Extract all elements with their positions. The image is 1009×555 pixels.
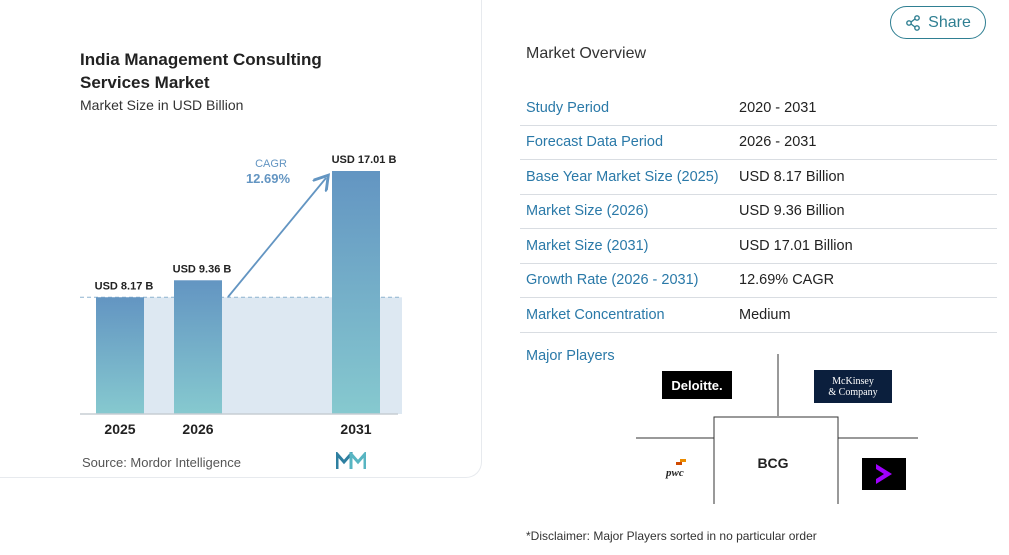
- bar-chart: USD 8.17 B 2025 USD 9.36 B 2026 USD 17.01 B 2…: [80, 154, 402, 437]
- svg-text:& Company: & Company: [828, 387, 877, 398]
- chart-title: India Management Consulting Services Mar…: [80, 48, 380, 94]
- share-icon: [906, 14, 921, 31]
- overview-row-label: Forecast Data Period: [526, 134, 664, 151]
- overview-row: Market Size (2026) USD 9.36 Billion: [520, 195, 997, 229]
- bar-2026: [174, 280, 222, 414]
- overview-row: Market Concentration Medium: [520, 298, 997, 333]
- svg-text:McKinsey: McKinsey: [832, 376, 874, 387]
- bar-2025: [96, 297, 144, 414]
- share-button[interactable]: Share: [890, 6, 986, 39]
- overview-row-value: 12.69% CAGR: [739, 272, 835, 289]
- overview-row-value: Medium: [739, 306, 791, 323]
- overview-row: Growth Rate (2026 - 2031) 12.69% CAGR: [520, 264, 997, 298]
- overview-row-label: Market Concentration: [526, 306, 665, 323]
- overview-row-value: USD 9.36 Billion: [739, 203, 845, 220]
- overview-row-value: 2026 - 2031: [739, 134, 817, 151]
- chart-title-line-2: Services Market: [80, 73, 210, 92]
- deloitte-logo: Deloitte.: [662, 371, 732, 399]
- x-tick-2026: 2026: [182, 421, 213, 437]
- x-tick-2031: 2031: [340, 421, 371, 437]
- svg-text:Deloitte.: Deloitte.: [671, 378, 722, 393]
- disclaimer-text: *Disclaimer: Major Players sorted in no …: [526, 529, 817, 543]
- pwc-logo: pwc: [665, 459, 686, 479]
- mordor-logo-icon: [336, 452, 366, 469]
- overview-row-label: Market Size (2031): [526, 237, 649, 254]
- overview-table: Study Period 2020 - 2031 Forecast Data Per…: [520, 91, 997, 333]
- share-label: Share: [928, 13, 971, 31]
- overview-row-value: USD 8.17 Billion: [739, 168, 845, 185]
- x-tick-2025: 2025: [104, 421, 135, 437]
- overview-row-value: USD 17.01 Billion: [739, 237, 853, 254]
- overview-row: Market Size (2031) USD 17.01 Billion: [520, 229, 997, 264]
- svg-text:pwc: pwc: [665, 467, 684, 479]
- cagr-arrow: [227, 178, 326, 298]
- overview-heading: Market Overview: [526, 45, 647, 62]
- mckinsey-logo: McKinsey & Company: [814, 370, 892, 403]
- cagr-label: CAGR: [255, 158, 287, 170]
- svg-text:BCG: BCG: [757, 455, 788, 471]
- bcg-logo: BCG: [757, 455, 788, 471]
- overview-row: Forecast Data Period 2026 - 2031: [520, 126, 997, 160]
- overview-row-label: Base Year Market Size (2025): [526, 168, 719, 185]
- overview-row-value: 2020 - 2031: [739, 99, 817, 116]
- cagr-value: 12.69%: [246, 171, 291, 186]
- overview-row-label: Study Period: [526, 99, 610, 116]
- chart-title-line-1: India Management Consulting: [80, 50, 322, 69]
- overview-row: Base Year Market Size (2025) USD 8.17 Bil…: [520, 160, 997, 195]
- market-size-card: India Management Consulting Services Mar…: [0, 0, 482, 478]
- data-label-2026: USD 9.36 B: [173, 263, 232, 275]
- overview-row-label: Market Size (2026): [526, 203, 649, 220]
- overview-row-label: Growth Rate (2026 - 2031): [526, 272, 699, 289]
- accenture-logo: [862, 458, 906, 490]
- bar-2031: [332, 171, 380, 414]
- major-players-label: Major Players: [526, 348, 615, 364]
- chart-subtitle: Market Size in USD Billion: [80, 97, 244, 113]
- source-text: Source: Mordor Intelligence: [82, 455, 241, 470]
- data-label-2031: USD 17.01 B: [332, 154, 397, 166]
- major-players-grid: Deloitte. McKinsey & Company BCG pwc: [636, 354, 918, 504]
- data-label-2025: USD 8.17 B: [95, 280, 154, 292]
- overview-row: Study Period 2020 - 2031: [520, 91, 997, 126]
